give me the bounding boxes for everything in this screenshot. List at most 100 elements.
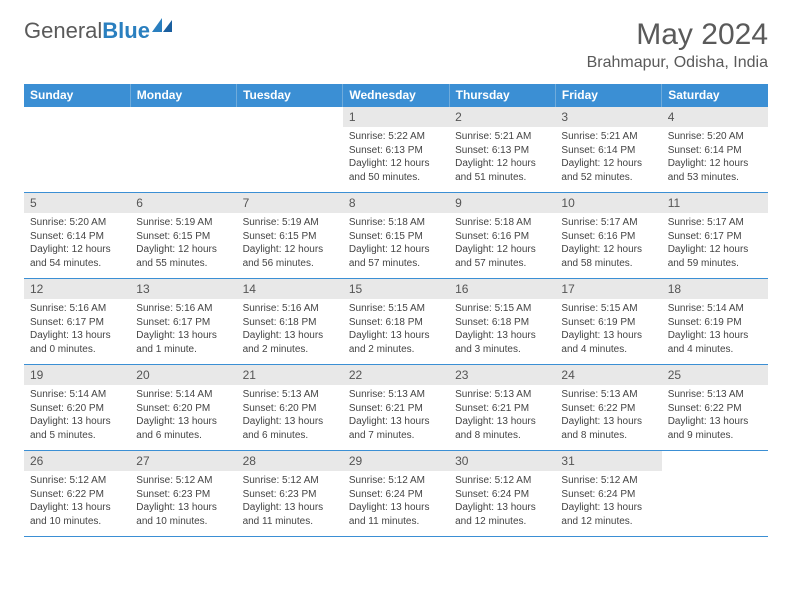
day-cell: Sunrise: 5:20 AMSunset: 6:14 PMDaylight:…: [662, 127, 768, 193]
day-cell: Sunrise: 5:16 AMSunset: 6:18 PMDaylight:…: [237, 299, 343, 365]
sunrise-text: Sunrise: 5:18 AM: [455, 216, 549, 230]
day-cell: Sunrise: 5:19 AMSunset: 6:15 PMDaylight:…: [130, 213, 236, 279]
daylight-text-2: and 55 minutes.: [136, 257, 230, 271]
sunset-text: Sunset: 6:16 PM: [455, 230, 549, 244]
day-number: 3: [555, 107, 661, 128]
daylight-text-1: Daylight: 12 hours: [561, 243, 655, 257]
sunset-text: Sunset: 6:14 PM: [30, 230, 124, 244]
daylight-text-2: and 6 minutes.: [136, 429, 230, 443]
sunrise-text: Sunrise: 5:18 AM: [349, 216, 443, 230]
sunset-text: Sunset: 6:19 PM: [561, 316, 655, 330]
daylight-text-2: and 53 minutes.: [668, 171, 762, 185]
day-number: 15: [343, 279, 449, 300]
daylight-text-2: and 11 minutes.: [349, 515, 443, 529]
header: GeneralBlue May 2024 Brahmapur, Odisha, …: [24, 18, 768, 72]
sunrise-text: Sunrise: 5:21 AM: [561, 130, 655, 144]
daylight-text-2: and 12 minutes.: [561, 515, 655, 529]
daylight-text-1: Daylight: 13 hours: [455, 501, 549, 515]
daylight-text-2: and 0 minutes.: [30, 343, 124, 357]
daylight-text-2: and 58 minutes.: [561, 257, 655, 271]
sunset-text: Sunset: 6:18 PM: [243, 316, 337, 330]
daylight-text-2: and 4 minutes.: [668, 343, 762, 357]
sunset-text: Sunset: 6:15 PM: [349, 230, 443, 244]
sunset-text: Sunset: 6:22 PM: [30, 488, 124, 502]
day-number: 7: [237, 193, 343, 214]
sunrise-text: Sunrise: 5:17 AM: [561, 216, 655, 230]
day-cell: [662, 471, 768, 537]
day-number: 16: [449, 279, 555, 300]
sunset-text: Sunset: 6:16 PM: [561, 230, 655, 244]
day-content-row: Sunrise: 5:14 AMSunset: 6:20 PMDaylight:…: [24, 385, 768, 451]
sunset-text: Sunset: 6:24 PM: [455, 488, 549, 502]
sunset-text: Sunset: 6:15 PM: [136, 230, 230, 244]
sunset-text: Sunset: 6:15 PM: [243, 230, 337, 244]
day-number: 12: [24, 279, 130, 300]
daylight-text-1: Daylight: 12 hours: [30, 243, 124, 257]
day-content-row: Sunrise: 5:12 AM Sunset: 6:22 PM Daylight:…: [24, 471, 768, 537]
sunrise-text: Sunrise: 5:15 AM: [455, 302, 549, 316]
daylight-text-2: and 50 minutes.: [349, 171, 443, 185]
logo: GeneralBlue: [24, 18, 172, 44]
daylight-text-2: and 10 minutes.: [136, 515, 230, 529]
day-cell: Sunrise: 5:16 AMSunset: 6:17 PMDaylight:…: [130, 299, 236, 365]
daylight-text-1: Daylight: 12 hours: [349, 243, 443, 257]
day-cell: Sunrise: 5:20 AMSunset: 6:14 PMDaylight:…: [24, 213, 130, 279]
dow-header: Wednesday: [343, 84, 449, 107]
day-number: 14: [237, 279, 343, 300]
logo-text-general: General: [24, 18, 102, 44]
daylight-text-2: and 57 minutes.: [349, 257, 443, 271]
sunrise-text: Sunrise: 5:16 AM: [243, 302, 337, 316]
sunrise-text: Sunrise: 5:22 AM: [349, 130, 443, 144]
dow-header: Thursday: [449, 84, 555, 107]
day-number: 31: [555, 451, 661, 472]
sunset-text: Sunset: 6:20 PM: [30, 402, 124, 416]
day-cell: [24, 127, 130, 193]
daylight-text-2: and 4 minutes.: [561, 343, 655, 357]
day-cell: Sunrise: 5:14 AMSunset: 6:19 PMDaylight:…: [662, 299, 768, 365]
sunrise-text: Sunrise: 5:19 AM: [243, 216, 337, 230]
sunrise-text: Sunrise: 5:15 AM: [561, 302, 655, 316]
dow-header: Sunday: [24, 84, 130, 107]
daylight-text-2: and 5 minutes.: [30, 429, 124, 443]
daylight-text-2: and 11 minutes.: [243, 515, 337, 529]
month-title: May 2024: [587, 18, 768, 52]
day-cell: Sunrise: 5:17 AMSunset: 6:17 PMDaylight:…: [662, 213, 768, 279]
title-block: May 2024 Brahmapur, Odisha, India: [587, 18, 768, 72]
day-cell: Sunrise: 5:12 AMSunset: 6:23 PMDaylight:…: [130, 471, 236, 537]
daylight-text-1: Daylight: 13 hours: [30, 415, 124, 429]
sunrise-text: Sunrise: 5:13 AM: [561, 388, 655, 402]
daylight-text-1: Daylight: 13 hours: [349, 329, 443, 343]
day-cell: Sunrise: 5:13 AMSunset: 6:22 PMDaylight:…: [555, 385, 661, 451]
logo-text-blue: Blue: [102, 18, 150, 44]
day-number: 4: [662, 107, 768, 128]
location: Brahmapur, Odisha, India: [587, 54, 768, 72]
sunrise-text: Sunrise: 5:12 AM: [349, 474, 443, 488]
sunrise-text: Sunrise: 5:12 AM: [136, 474, 230, 488]
day-cell: [130, 127, 236, 193]
day-number: 6: [130, 193, 236, 214]
day-cell: Sunrise: 5:15 AMSunset: 6:18 PMDaylight:…: [343, 299, 449, 365]
day-number: 19: [24, 365, 130, 386]
day-number: 9: [449, 193, 555, 214]
day-number: 29: [343, 451, 449, 472]
daylight-text-2: and 52 minutes.: [561, 171, 655, 185]
calendar-table: SundayMondayTuesdayWednesdayThursdayFrid…: [24, 84, 768, 537]
day-number: 18: [662, 279, 768, 300]
day-content-row: Sunrise: 5:20 AMSunset: 6:14 PMDaylight:…: [24, 213, 768, 279]
dow-header: Friday: [555, 84, 661, 107]
day-cell: Sunrise: 5:15 AMSunset: 6:18 PMDaylight:…: [449, 299, 555, 365]
dow-header: Monday: [130, 84, 236, 107]
sunset-text: Sunset: 6:17 PM: [668, 230, 762, 244]
day-number: 23: [449, 365, 555, 386]
day-cell: Sunrise: 5:13 AMSunset: 6:21 PMDaylight:…: [449, 385, 555, 451]
sunset-text: Sunset: 6:20 PM: [243, 402, 337, 416]
daylight-text-2: and 9 minutes.: [668, 429, 762, 443]
day-number-row: 262728293031: [24, 451, 768, 472]
day-number: 28: [237, 451, 343, 472]
day-number: 26: [24, 451, 130, 472]
daylight-text-1: Daylight: 13 hours: [243, 415, 337, 429]
sunrise-text: Sunrise: 5:20 AM: [30, 216, 124, 230]
day-of-week-row: SundayMondayTuesdayWednesdayThursdayFrid…: [24, 84, 768, 107]
daylight-text-2: and 12 minutes.: [455, 515, 549, 529]
day-cell: Sunrise: 5:17 AMSunset: 6:16 PMDaylight:…: [555, 213, 661, 279]
